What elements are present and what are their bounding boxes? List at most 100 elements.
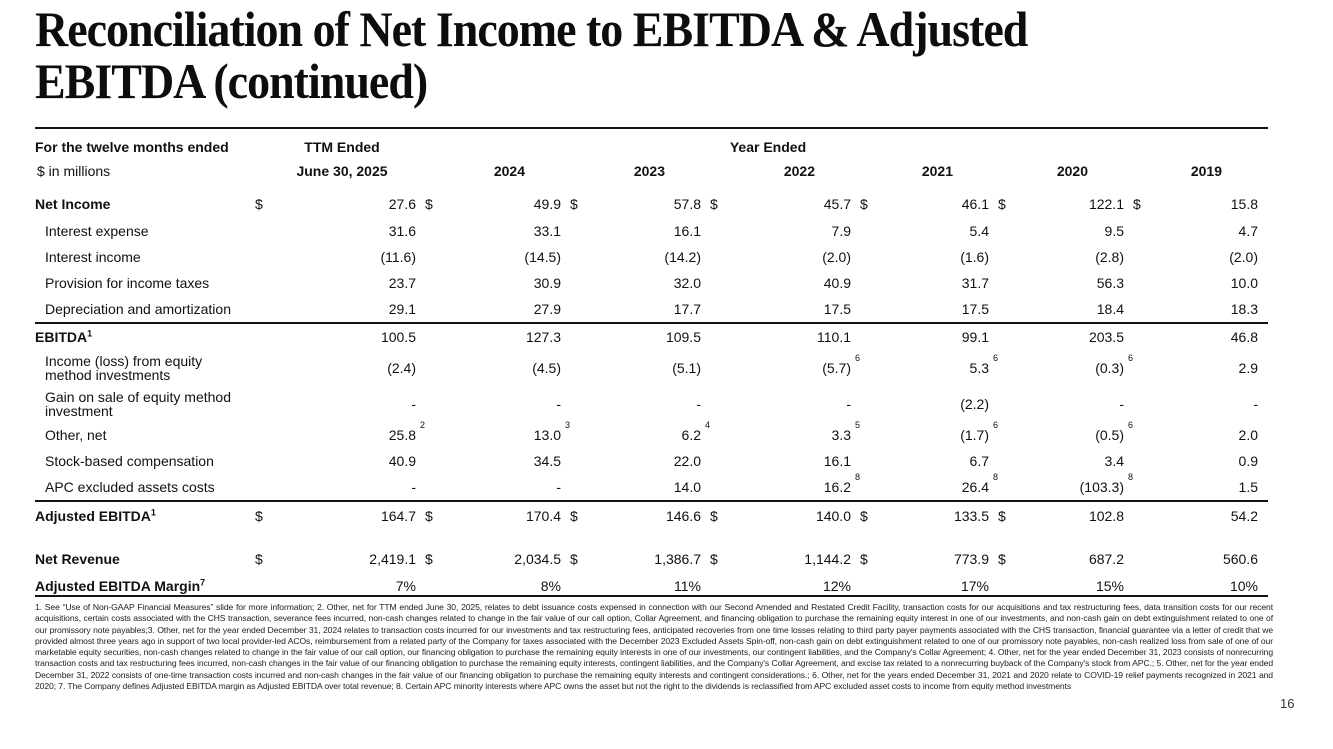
year-col-header: 2022: [705, 158, 855, 184]
cell-value: 2.9: [1238, 359, 1258, 376]
row-label: Other, net: [45, 426, 107, 443]
cell-value: (0.5) 6: [1095, 419, 1133, 443]
cell-value: 109.5: [665, 328, 701, 345]
cell-value: 46.1: [961, 196, 989, 212]
cell-value: 110.1: [817, 328, 851, 345]
cell-group: (5.1): [565, 350, 705, 386]
cell-group: 100.5: [250, 324, 420, 350]
cell-value: (2.8): [1095, 249, 1124, 265]
cell-value: (2.0): [822, 249, 851, 265]
cell-value: (5.7) 6: [822, 352, 860, 376]
cell-group: 0.9: [1128, 448, 1262, 474]
table-rule: [35, 322, 1268, 324]
cell-value: (5.1): [672, 359, 701, 376]
cell-group: 31.6: [250, 218, 420, 244]
dollar-sign: $: [998, 196, 1006, 212]
cell-group: 17.7: [565, 296, 705, 322]
cell-group: -: [250, 386, 420, 422]
cell-group: 13.0 3: [420, 420, 570, 448]
cell-value: 31.7: [961, 275, 989, 291]
year-col-header: 2024: [420, 158, 565, 184]
cell-group: 17.5: [855, 296, 993, 322]
cell-value: 8%: [540, 578, 561, 594]
cell-group: 10.0: [1128, 270, 1262, 296]
ttm-date-header: June 30, 2025: [250, 158, 420, 184]
row-label: EBITDA1: [35, 327, 93, 345]
units-header: $ in millions: [37, 163, 111, 179]
cell-group: -: [705, 386, 855, 422]
cell-group: 203.5: [993, 324, 1128, 350]
cell-group: 16.1: [705, 448, 855, 474]
page-title-line1: Reconciliation of Net Income to EBITDA &…: [35, 1, 1028, 57]
cell-value: 56.3: [1096, 275, 1124, 291]
cell-group: 29.1: [250, 296, 420, 322]
cell-value: 15%: [1095, 578, 1124, 594]
header-spacer: [1128, 136, 1262, 158]
table-bottom-rule: [35, 595, 1268, 597]
cell-value: 27.6: [388, 196, 416, 212]
dollar-sign: $: [998, 551, 1006, 567]
cell-group: 30.9: [420, 270, 565, 296]
cell-value: (11.6): [380, 249, 416, 265]
cell-group: 8%: [420, 572, 565, 600]
cell-group: 23.7: [250, 270, 420, 296]
cell-value: (1.6): [960, 249, 989, 265]
cell-value: 99.1: [961, 328, 989, 345]
cell-group: 32.0: [565, 270, 705, 296]
cell-value: 54.2: [1230, 508, 1258, 524]
cell-value: 57.8: [673, 196, 701, 212]
year-ended-header: Year Ended: [705, 136, 855, 158]
footnotes: 1. See “Use of Non-GAAP Financial Measur…: [35, 602, 1273, 692]
dollar-sign: $: [1133, 196, 1141, 212]
cell-value: 17.5: [823, 301, 851, 317]
cell-value: 34.5: [533, 452, 561, 469]
cell-value: 7%: [395, 578, 416, 594]
table-row: Net Revenue $2,419.1 $2,034.5 $1,386.7 $1,14…: [35, 546, 1262, 572]
cell-value: 146.6: [665, 508, 701, 524]
cell-value: 2,419.1: [369, 551, 416, 567]
cell-group: $687.2: [993, 546, 1128, 572]
cell-group: (1.7) 6: [855, 420, 998, 448]
table-header-row-1: For the twelve months ended TTM Ended Ye…: [35, 136, 1262, 158]
cell-group: 7%: [250, 572, 420, 600]
cell-group: (14.5): [420, 244, 565, 270]
cell-group: (2.0): [1128, 244, 1262, 270]
cell-group: 17%: [855, 572, 993, 600]
cell-group: 54.2: [1128, 502, 1262, 530]
cell-value: (2.0): [1229, 249, 1258, 265]
cell-value: 18.4: [1096, 301, 1124, 317]
cell-group: $140.0: [705, 502, 855, 530]
table-row: EBITDA1 100.5 127.3 109.5 110.1 99.1 203.5 46.8: [35, 324, 1262, 350]
dollar-sign: $: [998, 508, 1006, 524]
cell-group: 26.4 8: [855, 472, 998, 500]
cell-group: $102.8: [993, 502, 1128, 530]
cell-value: -: [1253, 395, 1258, 412]
dollar-sign: $: [860, 551, 868, 567]
cell-group: 1.5: [1128, 474, 1262, 500]
cell-group: $146.6: [565, 502, 705, 530]
dollar-sign: $: [425, 551, 433, 567]
cell-value: 16.1: [673, 223, 701, 239]
dollar-sign: $: [255, 196, 263, 212]
row-label: Provision for income taxes: [45, 275, 210, 291]
cell-value: (14.5): [524, 249, 561, 265]
cell-value: -: [556, 395, 561, 412]
cell-value: 122.1: [1088, 196, 1124, 212]
cell-group: (2.0): [705, 244, 855, 270]
dollar-sign: $: [570, 508, 578, 524]
cell-value: 164.7: [380, 508, 416, 524]
row-spacer: [35, 530, 1268, 546]
table-row: Interest income (11.6) (14.5) (14.2) (2.0) (1…: [35, 244, 1262, 270]
cell-group: (2.8): [993, 244, 1128, 270]
cell-group: 109.5: [565, 324, 705, 350]
cell-group: (5.7) 6: [705, 350, 860, 386]
dollar-sign: $: [570, 551, 578, 567]
cell-group: 33.1: [420, 218, 565, 244]
table-row: Depreciation and amortization 29.1 27.9 17.…: [35, 296, 1262, 322]
row-label: Stock-based compensation: [45, 452, 214, 469]
table-row: Other, net 25.8 2 13.0 3 6.2 4 3.3 5 (1.7) 6 (0.5) 6…: [35, 419, 1262, 448]
dollar-sign: $: [255, 508, 263, 524]
header-spacer: [420, 136, 565, 158]
cell-group: 5.3 6: [855, 350, 998, 386]
cell-group: 560.6: [1128, 546, 1262, 572]
